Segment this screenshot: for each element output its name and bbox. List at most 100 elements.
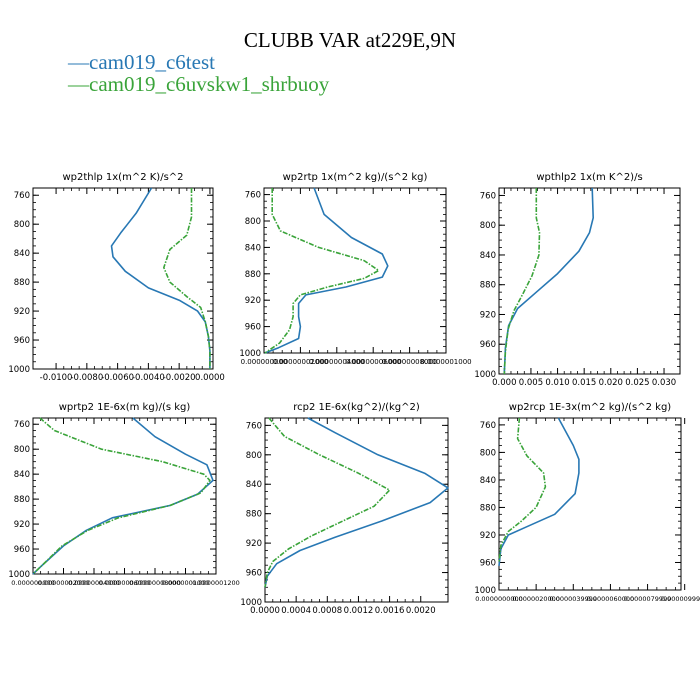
- chart-panel-1: wp2thlp 1x(m^2 K)/s^2 760 800 840 880 920 960 1…: [8, 172, 224, 383]
- y-tick-label: 920: [480, 531, 496, 541]
- x-tick-label: 0.0000079999: [624, 595, 672, 603]
- panel-title: wp2rcp 1E-3x(m^2 kg)/(s^2 kg): [509, 402, 672, 413]
- y-tick-label: 760: [245, 191, 261, 201]
- y-tick-label: 800: [480, 221, 496, 231]
- x-tick-label: 0.030: [652, 378, 676, 388]
- legend-item-c6uvskw1-shrbuoy: —cam019_c6uvskw1_shrbuoy: [68, 72, 329, 97]
- series-line-c6uvskw1-shrbuoy: [498, 417, 547, 563]
- y-tick-label: 760: [14, 420, 30, 430]
- figure-title: CLUBB VAR at229E,9N: [243, 28, 457, 52]
- x-tick-label: -0.0020: [163, 373, 196, 383]
- y-tick-label: 960: [480, 340, 496, 350]
- series-line-c6test: [32, 417, 214, 575]
- x-tick-label: 0.00000002000: [273, 358, 329, 366]
- chart-panel-4: wprtp2 1E-6x(m kg)/(s kg) 760 800 840 880 920…: [8, 402, 239, 587]
- y-tick-label: 960: [245, 323, 261, 333]
- panel-title: wp2thlp 1x(m^2 K)/s^2: [62, 172, 183, 183]
- panel-title: rcp2 1E-6x(kg^2)/(kg^2): [293, 402, 420, 413]
- x-tick-label: 0.0016: [375, 606, 405, 616]
- y-tick-label: 760: [14, 191, 30, 201]
- x-tick-label: 0.00000004000: [309, 358, 365, 366]
- y-tick-label: 920: [246, 539, 262, 549]
- y-tick-label: 920: [245, 296, 261, 306]
- x-tick-label: 0.0000060000: [587, 595, 635, 603]
- y-tick-label: 960: [14, 336, 30, 346]
- series-line-c6test: [264, 417, 449, 588]
- x-tick-label: 0.000: [492, 378, 516, 388]
- x-tick-label: 0.000000000: [11, 579, 54, 587]
- y-tick-label: 1000: [8, 570, 30, 580]
- y-tick-label: 920: [480, 310, 496, 320]
- y-tick-label: 760: [246, 421, 262, 431]
- y-tick-label: 840: [480, 251, 496, 261]
- series-line-c6uvskw1-shrbuoy: [32, 417, 211, 575]
- legend-item-c6test: —cam019_c6test: [68, 50, 215, 75]
- y-tick-label: 880: [14, 278, 30, 288]
- x-tick-label: 0.0000001200: [192, 579, 240, 587]
- plot-frame: [32, 187, 214, 370]
- x-tick-label: 0.015: [572, 378, 596, 388]
- x-tick-label: 0.0004: [281, 606, 311, 616]
- chart-panel-5: rcp2 1E-6x(kg^2)/(kg^2) 760 800 840 880 920 96…: [240, 402, 449, 616]
- y-tick-label: 800: [14, 445, 30, 455]
- plot-frame: [498, 187, 681, 375]
- legend-line-marker: —: [68, 72, 89, 96]
- x-tick-label: 0.005: [519, 378, 543, 388]
- x-tick-label: 0.0000001000: [162, 579, 210, 587]
- x-tick-label: 0.020: [599, 378, 623, 388]
- y-tick-label: 760: [480, 191, 496, 201]
- legend-line-marker: —: [68, 50, 89, 74]
- series-line-c6uvskw1-shrbuoy: [264, 188, 380, 354]
- y-tick-label: 920: [14, 520, 30, 530]
- y-tick-label: 760: [480, 421, 496, 431]
- x-tick-label: 0.0000001000: [420, 358, 471, 366]
- series-line-c6uvskw1-shrbuoy: [264, 417, 391, 588]
- series-line-c6test: [498, 417, 580, 566]
- chart-panel-2: wp2rtp 1x(m^2 kg)/(s^2 kg) 760 800 840 880 92…: [239, 172, 471, 366]
- series-line-c6uvskw1-shrbuoy: [503, 188, 541, 375]
- x-tick-label: -0.0060: [101, 373, 134, 383]
- x-tick-label: 0.0008: [312, 606, 342, 616]
- x-tick-label: -0.0040: [132, 373, 165, 383]
- series-line-c6test: [264, 187, 389, 354]
- y-tick-label: 800: [480, 448, 496, 458]
- y-tick-label: 800: [246, 451, 262, 461]
- legend-label: cam019_c6test: [89, 50, 215, 74]
- y-tick-label: 1000: [8, 365, 30, 375]
- y-tick-label: 960: [480, 558, 496, 568]
- series-line-c6test: [110, 187, 211, 369]
- panel-title: wp2rtp 1x(m^2 kg)/(s^2 kg): [283, 172, 428, 183]
- panel-title: wprtp2 1E-6x(m kg)/(s kg): [59, 402, 191, 413]
- x-tick-label: 0.0000039999: [550, 595, 598, 603]
- y-tick-label: 880: [246, 510, 262, 520]
- x-tick-label: -0.0100: [40, 373, 73, 383]
- y-tick-label: 840: [245, 243, 261, 253]
- x-tick-label: 0.00000004000: [68, 579, 120, 587]
- x-tick-label: 0.0000020000: [512, 595, 560, 603]
- plot-frame: [32, 417, 217, 575]
- y-tick-label: 840: [480, 476, 496, 486]
- x-tick-label: 0.0000: [195, 373, 225, 383]
- series-line-c6uvskw1-shrbuoy: [163, 188, 211, 369]
- y-tick-label: 1000: [474, 586, 496, 596]
- y-tick-label: 960: [246, 569, 262, 579]
- x-tick-label: 0.0000099980: [661, 595, 700, 603]
- x-tick-label: -0.0080: [70, 373, 103, 383]
- y-tick-label: 880: [245, 270, 261, 280]
- y-tick-label: 800: [245, 217, 261, 227]
- legend-label: cam019_c6uvskw1_shrbuoy: [89, 72, 330, 96]
- y-tick-label: 880: [14, 495, 30, 505]
- x-tick-label: 0.0012: [344, 606, 374, 616]
- y-tick-label: 920: [14, 307, 30, 317]
- x-tick-label: 0.010: [545, 378, 569, 388]
- y-tick-label: 880: [480, 503, 496, 513]
- y-tick-label: 1000: [240, 598, 262, 608]
- plot-frame: [263, 187, 447, 354]
- plot-frame: [264, 417, 449, 603]
- y-tick-label: 840: [246, 480, 262, 490]
- chart-panel-6: wp2rcp 1E-3x(m^2 kg)/(s^2 kg) 760 800 840 88…: [474, 402, 700, 603]
- y-tick-label: 880: [480, 281, 496, 291]
- x-tick-label: 0.00000006000: [345, 358, 401, 366]
